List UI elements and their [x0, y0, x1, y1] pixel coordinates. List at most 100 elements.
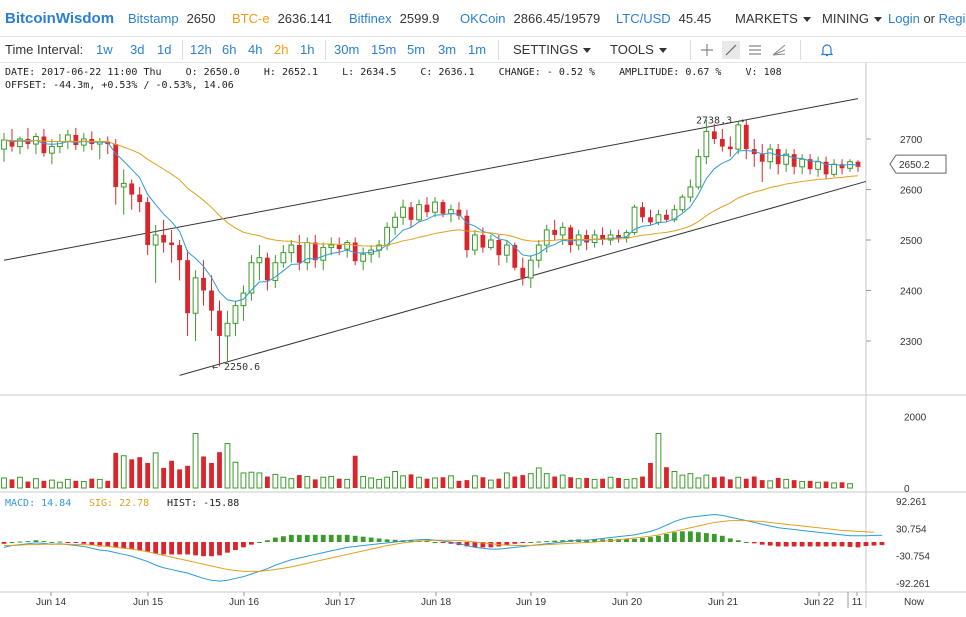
markets-menu[interactable]: MARKETS	[735, 11, 811, 26]
bell-icon[interactable]	[818, 41, 836, 59]
macd-hist-bar	[376, 538, 382, 542]
ticker-bitfinex[interactable]: Bitfinex 2599.9	[349, 11, 440, 26]
brand-logo[interactable]: BitcoinWisdom	[5, 10, 115, 27]
candle-body-down	[552, 229, 558, 235]
volume-bar-down	[161, 467, 167, 488]
volume-bar-up	[33, 478, 39, 489]
volume-bar-down	[113, 452, 119, 488]
login-link[interactable]: Login	[888, 11, 920, 26]
candle-body-up	[256, 257, 263, 264]
interval-30m[interactable]: 30m	[334, 42, 360, 57]
volume-bar-up	[120, 455, 127, 489]
volume-bar-up	[320, 476, 327, 489]
mining-menu[interactable]: MINING	[822, 11, 882, 26]
volume-bar-up	[591, 478, 598, 489]
volume-bar-up	[487, 479, 494, 489]
macd-hist-bar	[855, 542, 861, 548]
candle-body-up	[487, 239, 494, 249]
macd-hist-bar	[201, 542, 206, 557]
volume-tick-label: 2000	[904, 412, 927, 423]
candle-body-up	[687, 186, 694, 198]
macd-hist-bar	[408, 540, 414, 542]
candle-body-up	[783, 153, 790, 165]
ticker-okcoin[interactable]: OKCoin 2866.45/19579	[460, 11, 601, 26]
register-link[interactable]: Regis	[938, 11, 966, 26]
chevron-down-icon	[802, 17, 811, 23]
fib-fan-icon[interactable]	[770, 41, 788, 59]
crosshair-icon[interactable]	[698, 41, 716, 59]
macd-hist-bar	[863, 542, 869, 546]
candle-body-down	[145, 202, 151, 246]
macd-hist-bar	[65, 542, 71, 543]
macd-hist-bar	[783, 542, 789, 547]
volume-bar-down	[727, 479, 733, 488]
candle-body-down	[264, 257, 270, 281]
horizontal-lines-icon[interactable]	[746, 41, 764, 59]
macd-hist-bar	[616, 538, 621, 542]
candle-body-down	[520, 267, 526, 278]
ohlc-info: DATE: 2017-06-22 11:00 Thu O: 2650.0 H: …	[5, 67, 782, 78]
time-interval-label: Time Interval:	[5, 42, 84, 57]
macd-hist-bar	[49, 542, 55, 543]
interval-1h[interactable]: 1h	[300, 42, 315, 57]
volume-bar-down	[408, 474, 414, 488]
macd-hist-bar	[312, 534, 318, 542]
interval-12h[interactable]: 12h	[190, 42, 212, 57]
volume-bar-up	[152, 452, 159, 489]
interval-2h[interactable]: 2h	[274, 42, 289, 57]
x-tick-label: Jun 22	[804, 597, 834, 608]
interval-1m[interactable]: 1m	[468, 42, 487, 57]
ticker-ltcusd[interactable]: LTC/USD 45.45	[616, 11, 712, 26]
interval-3d[interactable]: 3d	[130, 42, 145, 57]
macd-hist-bar	[448, 542, 454, 544]
volume-bar-up	[623, 478, 630, 489]
interval-4h[interactable]: 4h	[248, 42, 263, 57]
candle-body-down	[424, 204, 430, 213]
interval-5m[interactable]: 5m	[407, 42, 426, 57]
volume-bar-up	[847, 483, 853, 489]
volume-bar-down	[185, 465, 190, 488]
macd-hist-bar	[272, 537, 278, 542]
signal-label: SIG: 22.78	[89, 498, 150, 509]
x-tick-label: Jun 17	[325, 597, 355, 608]
interval-1d[interactable]: 1d	[157, 42, 172, 57]
trendline-icon[interactable]	[722, 41, 740, 59]
macd-hist-bar	[672, 532, 677, 542]
price-tick-label: 2400	[900, 287, 923, 298]
macd-hist-bar	[105, 542, 111, 547]
volume-bar-up	[472, 475, 478, 489]
candle-body-up	[503, 244, 510, 256]
settings-dropdown[interactable]: SETTINGS	[513, 42, 592, 57]
macd-hist-bar	[161, 542, 167, 555]
candle-body-up	[655, 214, 662, 223]
signal-line	[4, 520, 874, 572]
macd-hist-bar	[544, 541, 550, 543]
macd-hist-bar	[432, 542, 438, 543]
candle-body-up	[392, 216, 398, 228]
tools-dropdown[interactable]: TOOLS	[610, 42, 667, 57]
macd-tick-label: 92.261	[896, 497, 927, 508]
volume-bar-down	[759, 480, 765, 488]
macd-hist-bar	[536, 541, 542, 543]
interval-6h[interactable]: 6h	[222, 42, 237, 57]
candle-body-up	[48, 146, 55, 154]
macd-hist-bar	[249, 542, 254, 545]
volume-bar-down	[480, 477, 486, 488]
candle-body-up	[232, 305, 239, 324]
volume-bar-down	[807, 480, 813, 488]
candle-body-down	[584, 234, 590, 243]
candle-body-up	[320, 247, 327, 261]
candle-body-up	[360, 253, 367, 262]
interval-3m[interactable]: 3m	[438, 42, 457, 57]
ticker-bitstamp[interactable]: Bitstamp 2650	[128, 11, 216, 26]
interval-1w[interactable]: 1w	[96, 42, 113, 57]
macd-hist-bar	[304, 534, 310, 542]
candle-body-up	[64, 134, 71, 143]
volume-bar-down	[201, 456, 206, 488]
volume-bar-up	[48, 479, 55, 489]
interval-15m[interactable]: 15m	[371, 42, 397, 57]
ticker-btce[interactable]: BTC-e 2636.141	[232, 11, 332, 26]
x-tick-label: Now	[904, 597, 925, 608]
candle-body-down	[743, 124, 749, 150]
